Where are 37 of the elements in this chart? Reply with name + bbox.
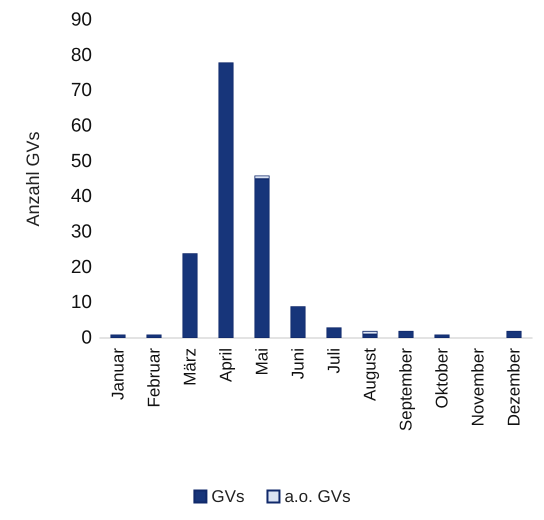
x-tick-label: April (216, 348, 236, 382)
y-tick-label: 20 (70, 256, 92, 278)
y-tick-label: 0 (81, 328, 92, 348)
x-tick-label: Februar (144, 348, 164, 408)
y-tick-label: 50 (70, 150, 92, 172)
bar (434, 334, 450, 338)
x-tick-label: Januar (108, 348, 128, 400)
bar (326, 327, 342, 338)
y-tick-label: 60 (70, 116, 92, 136)
bar (506, 330, 522, 338)
y-tick-label: 80 (70, 44, 92, 66)
bar (362, 330, 378, 334)
y-tick-label: 10 (70, 292, 92, 314)
x-tick-label: März (180, 348, 200, 386)
bar (182, 253, 198, 338)
x-tick-label: Dezember (504, 348, 524, 426)
bar (398, 330, 414, 338)
bar (146, 334, 162, 338)
y-tick-label: 40 (70, 186, 92, 208)
x-tick-label: November (468, 348, 488, 426)
x-tick-label: Mai (252, 348, 272, 376)
bar (110, 334, 126, 338)
bar (362, 334, 378, 338)
bar (218, 62, 234, 338)
bar (290, 306, 306, 338)
y-tick-label: 30 (70, 222, 92, 242)
bar (254, 179, 270, 338)
x-tick-label: Juni (288, 348, 308, 380)
y-tick-label: 70 (70, 80, 92, 102)
y-axis-title: Anzahl GVs (23, 131, 43, 227)
y-tick-label: 90 (70, 10, 92, 30)
x-tick-label: September (396, 348, 416, 432)
legend-label: a.o. GVs (284, 487, 351, 506)
x-tick-label: Juli (324, 348, 344, 374)
legend-label: GVs (211, 487, 244, 506)
x-tick-label: August (360, 348, 380, 401)
x-tick-label: Oktober (432, 348, 452, 408)
